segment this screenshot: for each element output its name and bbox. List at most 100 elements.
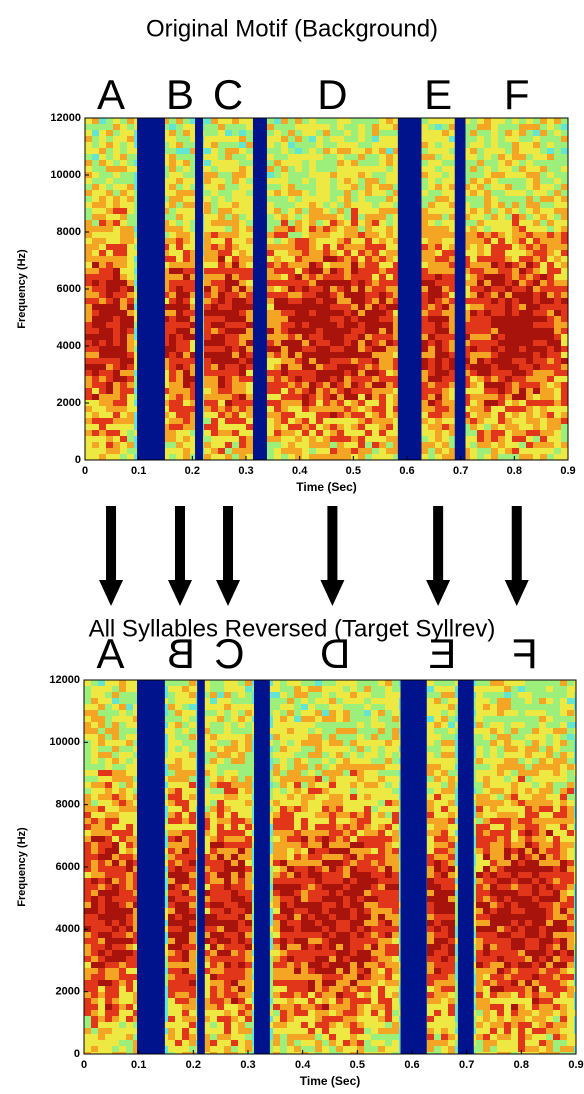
texture-cell: [112, 830, 119, 836]
texture-cell: [302, 214, 309, 220]
texture-cell: [358, 124, 365, 130]
texture-cell: [119, 872, 126, 878]
texture-cell: [519, 160, 526, 166]
texture-cell: [428, 274, 435, 280]
texture-cell: [168, 758, 175, 764]
texture-cell: [477, 424, 484, 430]
texture-cell: [344, 352, 351, 358]
texture-cell: [554, 394, 561, 400]
texture-cell: [512, 124, 519, 130]
texture-cell: [98, 734, 105, 740]
texture-cell: [113, 262, 120, 268]
texture-cell: [119, 854, 126, 860]
texture-cell: [477, 154, 484, 160]
texture-cell: [540, 250, 547, 256]
texture-cell: [84, 752, 91, 758]
texture-cell: [267, 286, 274, 292]
texture-cell: [105, 812, 112, 818]
texture-cell: [337, 124, 344, 130]
texture-cell: [512, 178, 519, 184]
texture-cell: [512, 208, 519, 214]
texture-cell: [105, 692, 112, 698]
texture-cell: [98, 998, 105, 1004]
texture-cell: [295, 328, 302, 334]
texture-cell: [365, 346, 372, 352]
texture-cell: [84, 908, 91, 914]
silence-gap: [195, 118, 203, 460]
texture-cell: [421, 130, 428, 136]
texture-cell: [112, 890, 119, 896]
texture-cell: [176, 184, 183, 190]
texture-cell: [540, 160, 547, 166]
texture-cell: [547, 412, 554, 418]
texture-cell: [189, 884, 196, 890]
texture-cell: [113, 190, 120, 196]
texture-cell: [84, 914, 91, 920]
texture-cell: [526, 394, 533, 400]
texture-cell: [182, 836, 189, 842]
texture-cell: [526, 118, 533, 124]
texture-cell: [267, 268, 274, 274]
texture-cell: [442, 424, 449, 430]
texture-cell: [211, 334, 218, 340]
texture-cell: [92, 322, 99, 328]
texture-cell: [309, 328, 316, 334]
texture-cell: [295, 436, 302, 442]
texture-cell: [512, 244, 519, 250]
texture-cell: [119, 992, 126, 998]
texture-cell: [175, 968, 182, 974]
texture-cell: [127, 442, 134, 448]
texture-cell: [302, 358, 309, 364]
y-tick-label: 4000: [57, 340, 81, 352]
texture-cell: [176, 406, 183, 412]
texture-cell: [175, 998, 182, 1004]
texture-cell: [175, 962, 182, 968]
texture-cell: [267, 394, 274, 400]
texture-cell: [85, 226, 92, 232]
texture-cell: [372, 394, 379, 400]
texture-cell: [85, 238, 92, 244]
texture-cell: [281, 412, 288, 418]
texture-cell: [274, 322, 281, 328]
texture-cell: [232, 214, 239, 220]
texture-cell: [105, 1034, 112, 1040]
texture-cell: [267, 148, 274, 154]
texture-cell: [533, 220, 540, 226]
texture-cell: [477, 346, 484, 352]
texture-cell: [421, 388, 428, 394]
texture-cell: [183, 316, 190, 322]
texture-cell: [168, 998, 175, 1004]
texture-cell: [365, 154, 372, 160]
texture-cell: [288, 274, 295, 280]
texture-cell: [267, 262, 274, 268]
texture-cell: [372, 442, 379, 448]
texture-cell: [119, 848, 126, 854]
texture-cell: [175, 872, 182, 878]
texture-cell: [428, 340, 435, 346]
texture-cell: [92, 376, 99, 382]
texture-cell: [358, 430, 365, 436]
texture-cell: [189, 938, 196, 944]
texture-cell: [105, 794, 112, 800]
texture-cell: [288, 196, 295, 202]
texture-cell: [175, 914, 182, 920]
texture-cell: [477, 280, 484, 286]
texture-cell: [519, 136, 526, 142]
texture-cell: [554, 280, 561, 286]
texture-cell: [540, 394, 547, 400]
texture-cell: [239, 340, 246, 346]
texture-cell: [540, 298, 547, 304]
texture-cell: [330, 232, 337, 238]
texture-cell: [386, 154, 393, 160]
texture-cell: [295, 166, 302, 172]
texture-cell: [85, 376, 92, 382]
texture-cell: [435, 352, 442, 358]
texture-cell: [225, 286, 232, 292]
texture-cell: [428, 424, 435, 430]
texture-cell: [239, 214, 246, 220]
texture-cell: [211, 124, 218, 130]
texture-cell: [505, 346, 512, 352]
texture-cell: [218, 238, 225, 244]
texture-cell: [92, 310, 99, 316]
texture-cell: [428, 154, 435, 160]
